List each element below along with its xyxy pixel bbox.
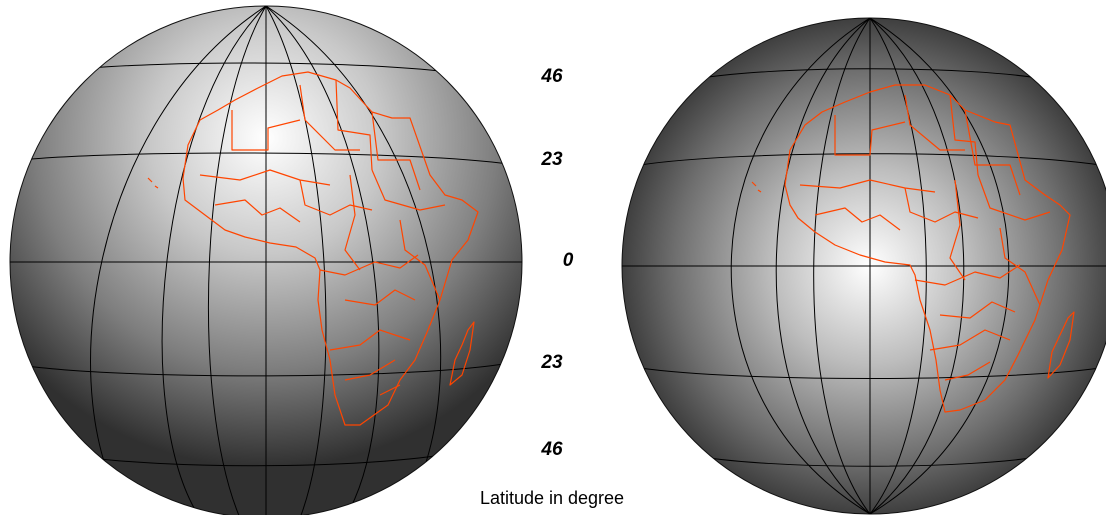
right-africa-boundaries bbox=[751, 84, 1075, 413]
lat-label-equator: 0 bbox=[563, 250, 574, 271]
left-island bbox=[147, 177, 159, 189]
left-border bbox=[329, 329, 411, 351]
right-border bbox=[999, 227, 1041, 306]
right-island bbox=[751, 181, 762, 193]
lat-label-south-23: 23 bbox=[540, 352, 563, 373]
right-meridian bbox=[813, 18, 871, 514]
left-border bbox=[371, 111, 421, 191]
right-border bbox=[904, 94, 965, 151]
left-border bbox=[399, 219, 441, 301]
right-border bbox=[977, 174, 1051, 221]
left-border bbox=[335, 79, 373, 171]
left-meridian bbox=[161, 6, 267, 515]
latitude-labels: 46 23 0 23 46 Latitude in degree bbox=[480, 66, 624, 508]
right-border bbox=[939, 301, 1016, 319]
left-border bbox=[199, 169, 331, 186]
right-border bbox=[949, 94, 979, 176]
right-border bbox=[814, 207, 901, 231]
right-border bbox=[949, 179, 966, 281]
right-madagascar bbox=[1047, 311, 1075, 379]
right-border bbox=[799, 179, 936, 193]
left-africa-boundaries bbox=[147, 71, 479, 426]
left-madagascar bbox=[449, 321, 475, 386]
right-border bbox=[834, 115, 906, 156]
left-parallel bbox=[19, 152, 516, 166]
left-border bbox=[379, 384, 401, 396]
left-border bbox=[231, 110, 301, 151]
lat-label-south-46: 46 bbox=[540, 439, 563, 460]
left-border bbox=[299, 84, 360, 151]
left-border bbox=[344, 174, 361, 271]
caption: Latitude in degree bbox=[480, 488, 624, 508]
left-parallel bbox=[69, 62, 471, 76]
left-meridian bbox=[265, 6, 327, 515]
left-parallel bbox=[69, 449, 471, 467]
left-border bbox=[344, 359, 396, 381]
right-border bbox=[904, 187, 979, 223]
right-meridian bbox=[730, 18, 871, 514]
left-parallel bbox=[19, 361, 516, 377]
left-border bbox=[344, 289, 416, 306]
right-meridian bbox=[869, 18, 927, 514]
left-border bbox=[214, 199, 301, 223]
right-border bbox=[964, 109, 1021, 196]
right-parallel bbox=[689, 454, 1051, 467]
left-border bbox=[299, 179, 373, 216]
right-africa-coastline bbox=[784, 84, 1071, 413]
right-meridian bbox=[869, 18, 965, 514]
lat-label-north-46: 46 bbox=[540, 66, 563, 87]
left-graticule bbox=[10, 6, 522, 515]
right-parallel bbox=[639, 367, 1101, 379]
left-border bbox=[319, 254, 419, 276]
left-globe bbox=[9, 5, 523, 515]
right-parallel bbox=[689, 68, 1051, 81]
right-graticule bbox=[622, 18, 1106, 514]
lat-label-north-23: 23 bbox=[540, 149, 563, 170]
right-globe bbox=[621, 17, 1106, 515]
left-border bbox=[371, 169, 446, 211]
right-border bbox=[929, 329, 1011, 351]
left-meridian bbox=[207, 6, 267, 515]
right-border bbox=[944, 361, 991, 381]
right-border bbox=[914, 264, 1021, 286]
right-meridian bbox=[775, 18, 871, 514]
left-africa-coastline bbox=[182, 71, 479, 426]
left-meridian bbox=[265, 6, 442, 515]
right-meridian bbox=[869, 18, 1010, 514]
